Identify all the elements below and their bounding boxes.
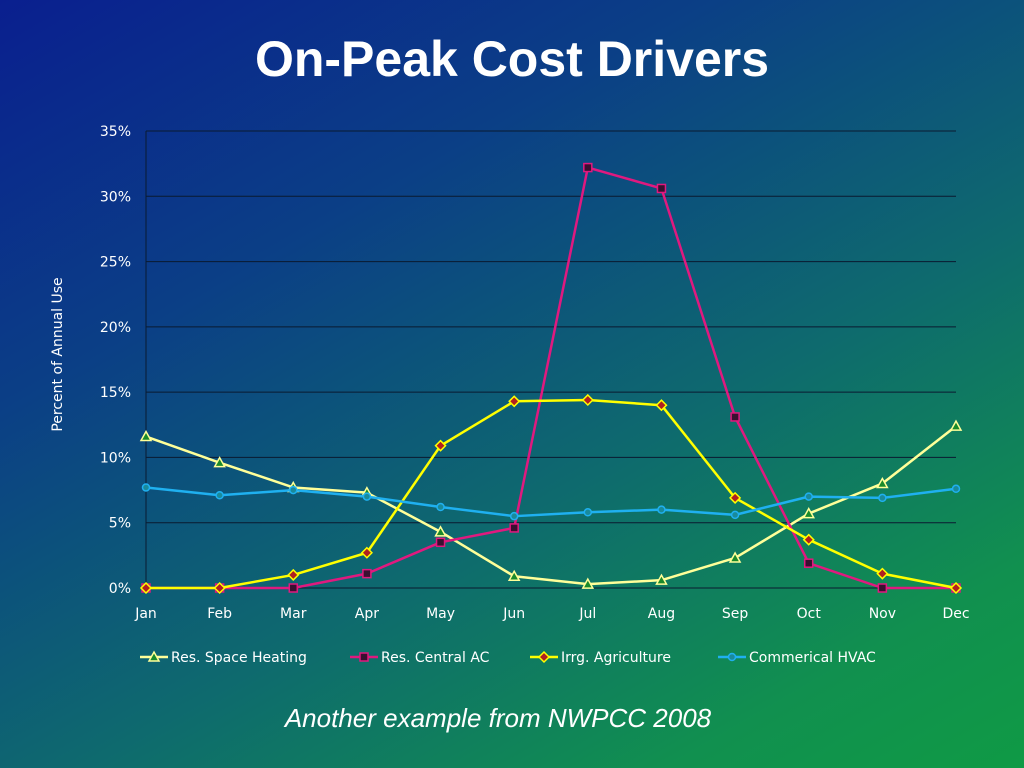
- data-point: [949, 581, 963, 595]
- y-tick-label: 15%: [100, 385, 131, 401]
- x-tick-label: Feb: [207, 606, 232, 622]
- data-point: [804, 492, 813, 501]
- x-tick-label: Jun: [502, 606, 525, 622]
- y-axis-label: Percent of Annual Use: [50, 277, 66, 431]
- x-tick-label: Oct: [797, 606, 822, 622]
- data-point: [655, 573, 668, 585]
- y-tick-label: 5%: [109, 516, 131, 532]
- y-tick-label: 10%: [100, 450, 131, 466]
- legend: Res. Space Heating Res. Central AC Irrg. A…: [140, 650, 876, 666]
- x-tick-label: Apr: [355, 606, 379, 622]
- data-point: [213, 456, 226, 468]
- legend-item-4: Commerical HVAC: [718, 650, 876, 666]
- slide-title: On-Peak Cost Drivers: [254, 31, 770, 87]
- data-point: [213, 581, 226, 595]
- legend-item-2: Res. Central AC: [350, 650, 490, 666]
- legend-label: Res. Central AC: [381, 650, 490, 666]
- data-point: [728, 551, 742, 563]
- legend-label: Res. Space Heating: [171, 650, 307, 666]
- data-point: [289, 485, 298, 495]
- data-point: [876, 567, 889, 580]
- data-point: [949, 419, 963, 431]
- data-point: [803, 558, 814, 568]
- data-point: [581, 393, 594, 407]
- data-point: [509, 511, 519, 521]
- x-tick-label: Dec: [942, 606, 969, 622]
- data-point: [508, 395, 521, 408]
- grid-lines: [146, 130, 956, 589]
- series-3: [139, 393, 963, 595]
- data-point: [729, 491, 742, 504]
- x-tick-label: Jan: [134, 606, 157, 622]
- data-point: [802, 533, 815, 546]
- data-point: [215, 491, 224, 500]
- legend-marker: [727, 652, 737, 662]
- series-line: [146, 398, 957, 590]
- y-tick-label: 30%: [100, 189, 131, 205]
- legend-item-1: Res. Space Heating: [140, 650, 307, 666]
- y-tick-label: 35%: [100, 124, 131, 140]
- x-tick-label: Sep: [722, 606, 749, 622]
- data-point: [655, 399, 668, 412]
- data-point: [139, 429, 153, 442]
- x-tick-label: May: [426, 606, 455, 622]
- axes: 0% 5% 10% 15% 20% 25% 30% 35% Jan Feb Mar Apr May Jun…: [50, 124, 970, 622]
- data-point: [583, 162, 593, 173]
- legend-marker: [359, 652, 369, 662]
- series-layer: [139, 162, 963, 595]
- data-point: [656, 183, 667, 194]
- data-point: [951, 484, 961, 494]
- data-point: [436, 502, 445, 512]
- data-point: [876, 476, 889, 489]
- x-tick-label: Jul: [578, 606, 596, 622]
- data-point: [360, 546, 373, 559]
- data-point: [434, 439, 447, 452]
- legend-label: Commerical HVAC: [749, 650, 876, 666]
- data-point: [507, 569, 521, 581]
- y-tick-label: 0%: [109, 581, 131, 597]
- data-point: [657, 505, 666, 514]
- data-point: [362, 492, 372, 501]
- data-point: [287, 568, 300, 582]
- data-point: [509, 523, 519, 533]
- data-point: [288, 583, 299, 593]
- x-tick-label: Mar: [280, 606, 307, 622]
- x-tick-label: Nov: [869, 606, 896, 622]
- data-point: [434, 525, 447, 537]
- data-point: [362, 568, 372, 579]
- slide-caption: Another example from NWPCC 2008: [284, 703, 712, 733]
- data-point: [877, 583, 888, 593]
- y-tick-label: 20%: [100, 320, 131, 336]
- y-tick-label: 25%: [100, 255, 131, 271]
- series-line: [145, 486, 957, 518]
- series-line: [145, 425, 957, 586]
- legend-marker: [537, 650, 551, 664]
- series-4: [141, 483, 961, 521]
- data-point: [435, 537, 446, 548]
- series-1: [139, 419, 963, 589]
- data-point: [878, 493, 887, 503]
- data-point: [139, 581, 153, 595]
- data-point: [730, 510, 740, 520]
- series-2: [141, 162, 961, 593]
- legend-marker: [147, 650, 161, 662]
- x-tick-label: Aug: [648, 606, 675, 622]
- data-point: [581, 577, 595, 589]
- data-point: [802, 507, 816, 519]
- data-point: [730, 412, 740, 422]
- legend-label: Irrg. Agriculture: [561, 650, 671, 666]
- series-line: [146, 166, 956, 590]
- data-point: [583, 508, 593, 517]
- data-point: [141, 483, 151, 492]
- legend-item-3: Irrg. Agriculture: [530, 650, 671, 666]
